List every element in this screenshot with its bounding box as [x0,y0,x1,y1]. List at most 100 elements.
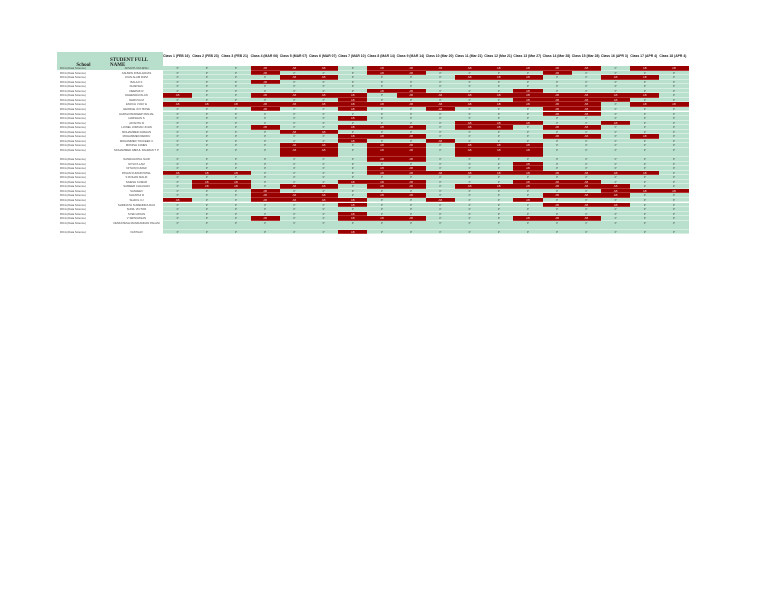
attendance-cell-present[interactable]: P [601,179,631,185]
attendance-cell-present[interactable]: P [601,147,631,157]
attendance-cell-present[interactable]: P [367,197,397,203]
attendance-cell-present[interactable]: P [571,84,601,89]
attendance-cell-present[interactable]: P [396,138,426,144]
attendance-cell-present[interactable]: P [601,216,631,221]
attendance-cell-present[interactable]: P [455,216,485,221]
attendance-cell-absent[interactable]: AB [338,125,368,130]
attendance-cell-present[interactable]: P [484,84,514,89]
attendance-cell-present[interactable]: P [279,161,309,167]
school-cell[interactable]: RICA (Data Science) [60,134,86,139]
attendance-cell-present[interactable]: P [542,75,572,80]
student-name-cell[interactable]: MOHAMMED TOUFEEK C [119,138,154,143]
attendance-cell-present[interactable]: P [601,125,631,130]
attendance-cell-present[interactable]: P [221,93,251,98]
attendance-cell-present[interactable]: P [338,193,368,198]
attendance-cell-present[interactable]: P [250,220,280,230]
attendance-cell-absent[interactable]: AB [484,93,514,98]
attendance-cell-present[interactable]: P [571,143,601,148]
attendance-cell-present[interactable]: P [484,229,514,235]
attendance-cell-absent[interactable]: AB [279,66,309,71]
student-name-cell[interactable]: MOHAMMED FARHAN [121,129,152,134]
school-cell[interactable]: RICA (Data Science) [60,175,86,180]
attendance-cell-present[interactable]: P [484,161,514,167]
student-name-cell[interactable]: PAVAN KUMAR PATEL [122,170,151,175]
attendance-cell-present[interactable]: P [338,207,368,212]
attendance-cell-absent[interactable]: AB [163,102,193,107]
attendance-cell-absent[interactable]: AB [163,170,193,176]
attendance-cell-present[interactable]: P [630,143,660,148]
attendance-cell-present[interactable]: P [513,134,543,139]
school-cell[interactable]: RICA (Data Science) [60,216,86,221]
attendance-cell-present[interactable]: P [338,166,368,171]
attendance-cell-present[interactable]: P [630,125,660,130]
attendance-cell-present[interactable]: P [163,216,193,221]
attendance-cell-present[interactable]: P [250,120,280,126]
school-cell[interactable]: RICA (Data Science) [60,143,86,148]
attendance-cell-present[interactable]: P [309,138,339,144]
attendance-cell-present[interactable]: P [484,175,514,180]
attendance-cell-absent[interactable]: AB [571,184,601,189]
attendance-cell-present[interactable]: P [221,129,251,135]
school-cell[interactable]: RICA (Data Science) [60,161,86,166]
attendance-cell-present[interactable]: P [571,197,601,203]
attendance-cell-present[interactable]: P [542,129,572,135]
school-cell[interactable]: RICA (Data Science) [60,184,86,189]
student-name-cell[interactable]: DHRUVA M [129,97,144,102]
student-name-cell[interactable]: DHAKSHU [129,84,144,89]
attendance-cell-present[interactable]: P [250,229,280,235]
attendance-cell-present[interactable]: P [425,161,455,167]
student-name-cell[interactable]: HARSH PRADEEP PANJAL [118,111,155,116]
attendance-cell-present[interactable]: P [192,93,222,98]
attendance-cell-absent[interactable]: AB [338,106,368,112]
attendance-cell-present[interactable]: P [367,75,397,80]
attendance-cell-present[interactable]: P [455,111,485,117]
attendance-cell-present[interactable]: P [279,134,309,139]
attendance-cell-absent[interactable]: AB [484,66,514,71]
attendance-cell-present[interactable]: P [250,184,280,189]
attendance-cell-absent[interactable]: AB [484,120,514,126]
attendance-cell-present[interactable]: P [571,138,601,144]
attendance-cell-absent[interactable]: AB [338,211,368,217]
attendance-cell-present[interactable]: P [396,116,426,121]
attendance-cell-present[interactable]: P [455,197,485,203]
student-name-cell[interactable]: JAYANTH R [128,120,145,125]
attendance-cell-present[interactable]: P [250,138,280,144]
attendance-cell-present[interactable]: P [630,129,660,135]
attendance-cell-present[interactable]: P [192,66,222,71]
attendance-cell-present[interactable]: P [630,88,660,94]
attendance-cell-present[interactable]: P [338,79,368,85]
attendance-cell-absent[interactable]: AB [601,202,631,208]
attendance-cell-absent[interactable]: AB [571,106,601,112]
attendance-cell-present[interactable]: P [455,211,485,217]
attendance-cell-present[interactable]: P [455,134,485,139]
attendance-cell-present[interactable]: P [250,147,280,157]
attendance-cell-present[interactable]: P [367,138,397,144]
attendance-cell-absent[interactable]: AB [309,66,339,71]
attendance-cell-present[interactable]: P [601,66,631,71]
school-cell[interactable]: RICA (Data Science) [60,116,86,121]
attendance-cell-present[interactable]: P [425,202,455,208]
attendance-cell-present[interactable]: P [425,147,455,157]
attendance-cell-present[interactable]: P [513,79,543,85]
attendance-cell-present[interactable]: P [659,197,689,203]
attendance-cell-present[interactable]: P [221,202,251,208]
attendance-cell-present[interactable]: P [455,202,485,208]
attendance-cell-present[interactable]: P [163,188,193,194]
attendance-cell-absent[interactable]: AB [279,75,309,80]
attendance-cell-present[interactable]: P [163,193,193,198]
attendance-cell-present[interactable]: P [221,143,251,148]
attendance-cell-present[interactable]: P [338,84,368,89]
school-cell[interactable]: RICA (Data Science) [60,79,86,84]
attendance-cell-present[interactable]: P [367,202,397,208]
attendance-cell-present[interactable]: P [513,116,543,121]
attendance-cell-present[interactable]: P [542,211,572,217]
attendance-cell-absent[interactable]: AB [630,93,660,98]
attendance-cell-present[interactable]: P [571,147,601,157]
attendance-cell-absent[interactable]: AB [542,97,572,103]
attendance-cell-present[interactable]: P [279,120,309,126]
school-cell[interactable]: RICA (Data Science) [60,120,86,125]
attendance-cell-absent[interactable]: AB [425,170,455,176]
school-cell[interactable]: RICA (Data Science) [60,106,86,111]
attendance-cell-absent[interactable]: AB [455,102,485,107]
attendance-cell-present[interactable]: P [571,120,601,126]
